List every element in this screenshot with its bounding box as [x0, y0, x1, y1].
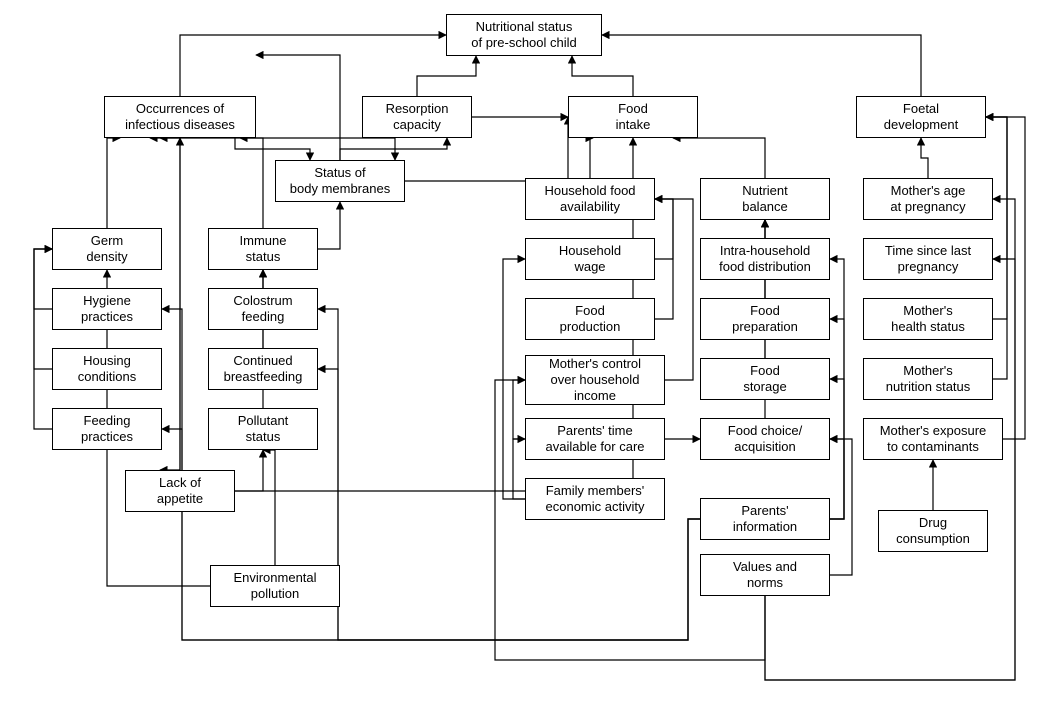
diagram-canvas: Nutritional statusof pre-school child Occ… [0, 0, 1039, 706]
node-lack-appetite: Lack ofappetite [125, 470, 235, 512]
node-mothers-exposure: Mother's exposureto contaminants [863, 418, 1003, 460]
node-food-production: Foodproduction [525, 298, 655, 340]
node-occurrences: Occurrences ofinfectious diseases [104, 96, 256, 138]
node-housing: Housingconditions [52, 348, 162, 390]
node-pollutant-status: Pollutantstatus [208, 408, 318, 450]
node-mothers-control: Mother's controlover householdincome [525, 355, 665, 405]
node-food-choice: Food choice/acquisition [700, 418, 830, 460]
node-colostrum: Colostrumfeeding [208, 288, 318, 330]
node-mothers-nutrition: Mother'snutrition status [863, 358, 993, 400]
node-feeding-practices: Feedingpractices [52, 408, 162, 450]
node-household-food: Household foodavailability [525, 178, 655, 220]
node-parents-time: Parents' timeavailable for care [525, 418, 665, 460]
node-household-wage: Householdwage [525, 238, 655, 280]
node-status-membranes: Status ofbody membranes [275, 160, 405, 202]
node-time-since-last: Time since lastpregnancy [863, 238, 993, 280]
node-family-members: Family members'economic activity [525, 478, 665, 520]
node-foetal-dev: Foetaldevelopment [856, 96, 986, 138]
node-drug-consumption: Drugconsumption [878, 510, 988, 552]
node-food-intake: Foodintake [568, 96, 698, 138]
node-values-norms: Values andnorms [700, 554, 830, 596]
node-hygiene: Hygienepractices [52, 288, 162, 330]
node-resorption: Resorptioncapacity [362, 96, 472, 138]
node-env-pollution: Environmentalpollution [210, 565, 340, 607]
node-food-preparation: Foodpreparation [700, 298, 830, 340]
node-intra-household: Intra-householdfood distribution [700, 238, 830, 280]
node-mothers-health: Mother'shealth status [863, 298, 993, 340]
node-immune-status: Immunestatus [208, 228, 318, 270]
node-nutritional-status: Nutritional statusof pre-school child [446, 14, 602, 56]
node-nutrient-balance: Nutrientbalance [700, 178, 830, 220]
node-parents-info: Parents'information [700, 498, 830, 540]
node-food-storage: Foodstorage [700, 358, 830, 400]
node-mothers-age: Mother's ageat pregnancy [863, 178, 993, 220]
node-cont-breastfeed: Continuedbreastfeeding [208, 348, 318, 390]
node-germ-density: Germdensity [52, 228, 162, 270]
